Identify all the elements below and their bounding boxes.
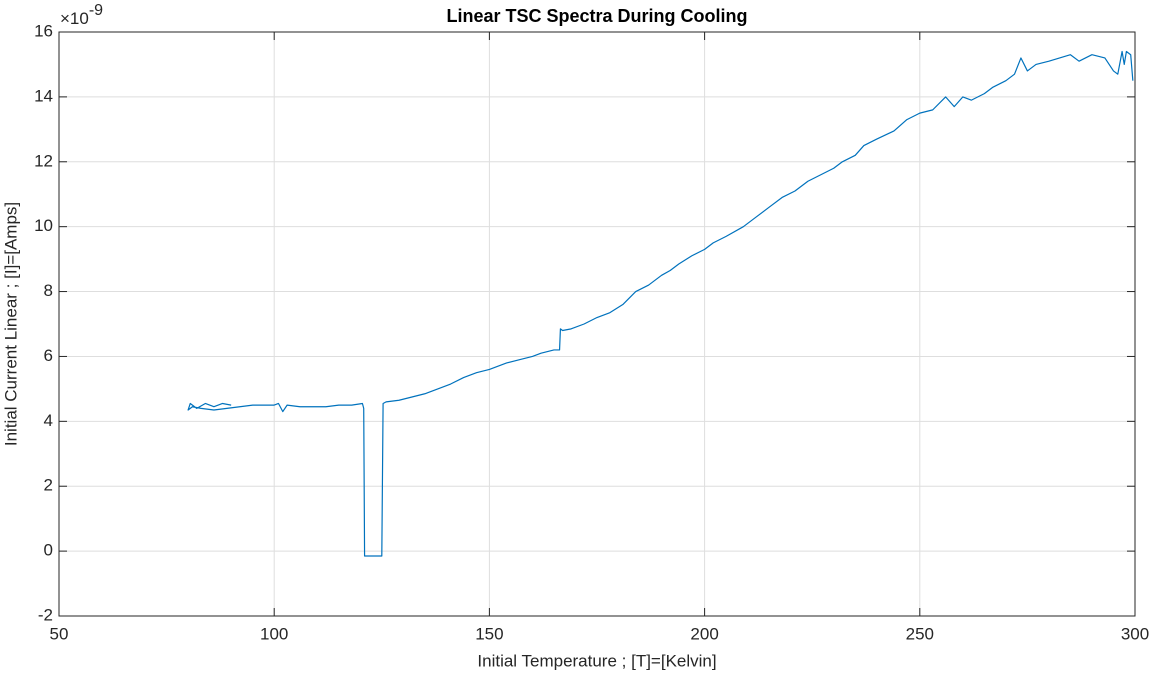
y-tick-label: 10 xyxy=(34,216,53,235)
x-tick-label: 200 xyxy=(690,624,718,643)
y-tick-label: 2 xyxy=(44,476,53,495)
y-axis-label: Initial Current Linear ; [I]=[Amps] xyxy=(1,202,20,446)
x-axis-label: Initial Temperature ; [T]=[Kelvin] xyxy=(477,651,716,670)
x-tick-label: 300 xyxy=(1121,624,1149,643)
y-tick-label: 8 xyxy=(44,281,53,300)
y-tick-label: 0 xyxy=(44,541,53,560)
y-exponent: ×10-9 xyxy=(60,2,103,28)
y-tick-label: 12 xyxy=(34,151,53,170)
y-exponent-base: ×10 xyxy=(60,9,89,28)
x-tick-label: 50 xyxy=(50,624,69,643)
plot-frame xyxy=(58,31,1136,617)
x-tick-label: 150 xyxy=(475,624,503,643)
chart-title: Linear TSC Spectra During Cooling xyxy=(446,6,747,26)
y-exponent-power: -9 xyxy=(89,2,103,19)
data-line xyxy=(187,50,1134,557)
y-tick-label: -2 xyxy=(38,605,53,624)
x-tick-label: 250 xyxy=(906,624,934,643)
y-tick-label: 14 xyxy=(34,86,53,105)
x-tick-label: 100 xyxy=(260,624,288,643)
y-tick-label: 16 xyxy=(34,21,53,40)
y-tick-label: 6 xyxy=(44,346,53,365)
y-tick-label: 4 xyxy=(44,411,53,430)
